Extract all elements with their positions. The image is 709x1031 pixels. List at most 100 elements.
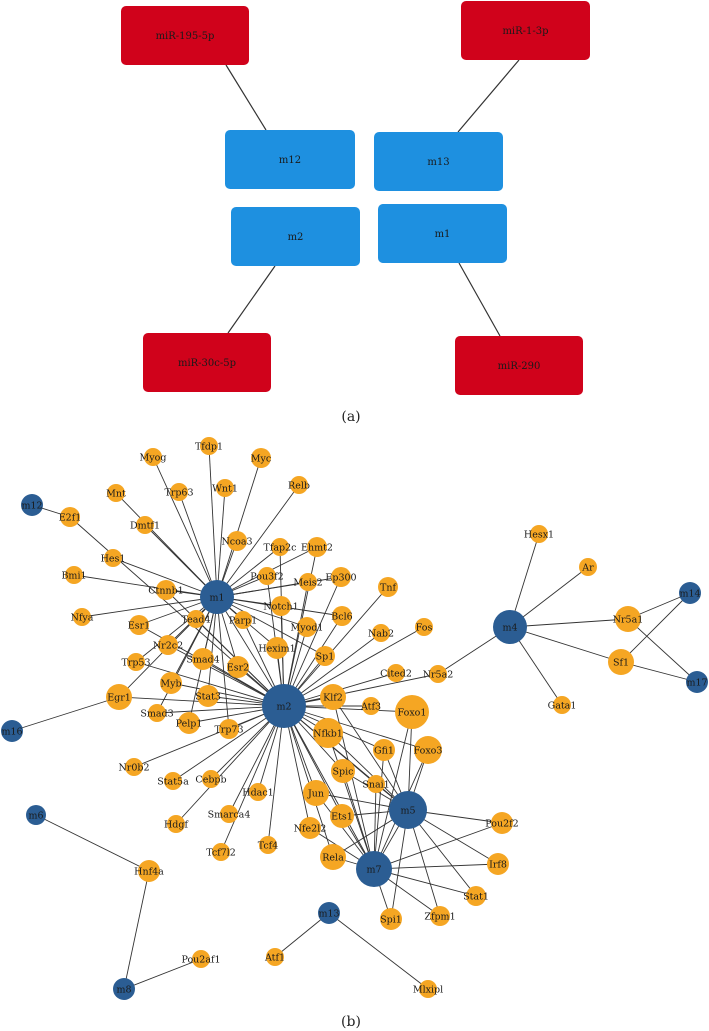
module-node-circle [21,494,43,516]
gene-node-label: Hnf4a [134,866,164,877]
module-node-circle [389,791,427,829]
gene-node-Trp53: Trp53 [121,653,151,671]
module-node-m17: m17 [686,671,708,693]
gene-node-circle [197,685,219,707]
gene-node-label: Smad4 [186,654,219,665]
gene-node-label: Fos [416,622,433,633]
gene-node-Nr5a2: Nr5a2 [423,665,454,683]
gene-node-Tfap2c: Tfap2c [264,538,297,556]
gene-node-label: Mnt [106,488,126,499]
gene-node-circle [202,770,220,788]
edge-m5-Klf2 [332,696,409,811]
gene-node-circle [367,775,385,793]
gene-node-label: Tfap2c [264,542,297,553]
gene-node-label: Trp73 [214,724,243,735]
gene-node-label: Jun [307,788,324,799]
edge-m2-Nr0b2 [133,705,285,768]
edge-mir30c-am2 [227,265,276,334]
gene-node-circle [378,577,398,597]
gene-node-Nr5a1: Nr5a1 [613,606,643,632]
gene-node-circle [466,886,486,906]
mirna-box-shape [121,6,249,65]
gene-node-Tead4: Tead4 [181,610,211,628]
gene-node-label: Hdac1 [242,787,273,798]
gene-node-label: Atf3 [360,701,381,712]
gene-node-circle [608,649,634,675]
gene-node-Gfi1: Gfi1 [373,739,395,761]
gene-node-Ncoa3: Ncoa3 [221,531,253,551]
gene-node-circle [107,484,125,502]
gene-node-label: Relb [288,480,310,491]
edge-mir1-am13 [457,59,520,133]
gene-node-circle [530,525,548,543]
gene-node-Cebpb: Cebpb [195,770,227,788]
edge-m7-Foxo1 [373,711,413,870]
gene-node-label: Ehmt2 [301,542,333,553]
gene-node-label: Nr5a2 [423,669,454,680]
gene-node-Mnt: Mnt [106,484,126,502]
gene-node-Hes1: Hes1 [101,549,125,567]
gene-node-circle [164,772,182,790]
edge-m1-Wnt1 [216,487,226,598]
module-node-label: m6 [28,810,43,821]
gene-node-label: Smarca4 [208,809,251,820]
gene-node-Nr0b2: Nr0b2 [118,758,150,776]
gene-node-Tfdp1: Tfdp1 [195,437,223,455]
module-node-m16: m16 [1,720,23,742]
gene-node-circle [430,906,450,926]
edge-m2-Foxo3 [283,705,429,751]
module-box-m1: m1 [378,204,507,263]
module-node-label: m2 [276,701,291,712]
gene-node-circle [106,684,132,710]
gene-node-Relb: Relb [288,476,310,494]
gene-node-circle [395,695,429,729]
gene-node-label: Gfi1 [374,745,394,756]
gene-node-Bcl6: Bcl6 [331,606,353,626]
module-node-circle [679,582,701,604]
gene-node-Tcf7l2: Tcf7l2 [206,843,236,861]
gene-node-label: Tcf7l2 [206,847,236,858]
gene-node-label: Atf1 [264,952,285,963]
gene-node-label: Gata1 [548,700,577,711]
module-node-m5: m5 [389,791,427,829]
gene-node-circle [615,606,641,632]
gene-node-label: Pelp1 [176,718,203,729]
gene-node-label: Hexim1 [258,643,295,654]
edge-m7-Nfkb1 [327,732,375,870]
gene-node-Stat1: Stat1 [463,886,489,906]
mirna-box-label: miR-1-3p [502,26,548,37]
mirna-box-shape [455,336,583,395]
mirna-box-miR-1-3p: miR-1-3p [461,1,590,60]
module-node-label: m17 [686,677,707,688]
gene-node-circle [60,507,80,527]
gene-node-label: Tfdp1 [195,441,223,452]
gene-node-label: Tead4 [181,614,210,625]
mirna-box-miR-290: miR-290 [455,336,583,395]
gene-node-Mlxipl: Mlxipl [413,980,443,998]
gene-node-Sp1: Sp1 [315,646,335,666]
gene-node-label: Ep300 [325,572,356,583]
gene-node-Myc: Myc [251,448,271,468]
gene-node-Zfpm1: Zfpm1 [424,906,456,926]
panel-b-nodes: Myog Tfdp1 Myc Relb Mnt Trp63 Wnt1 E2f1 Dmtf1 Nco… [1,437,708,1000]
gene-node-circle [178,712,200,734]
gene-node-Foxo1: Foxo1 [395,695,429,729]
edge-m16-Egr1 [11,696,120,732]
module-box-shape [378,204,507,263]
gene-node-label: Myod1 [291,622,324,633]
edge-m2-Rela [283,705,334,858]
gene-node-label: Egr1 [107,692,131,703]
module-node-m4: m4 [493,610,527,644]
edge-m2-Tfap2c [279,546,285,707]
gene-node-label: Nfya [71,612,94,623]
module-box-label: m2 [288,232,304,243]
mirna-box-shape [143,333,271,392]
gene-node-Smad3: Smad3 [140,704,174,722]
module-node-label: m5 [400,805,415,816]
gene-node-Tnf: Tnf [378,577,398,597]
gene-node-circle [129,615,149,635]
gene-node-label: Spi1 [380,914,402,925]
gene-node-Parp1: Parp1 [229,611,257,629]
edge-m6-Hnf4a [35,814,150,872]
